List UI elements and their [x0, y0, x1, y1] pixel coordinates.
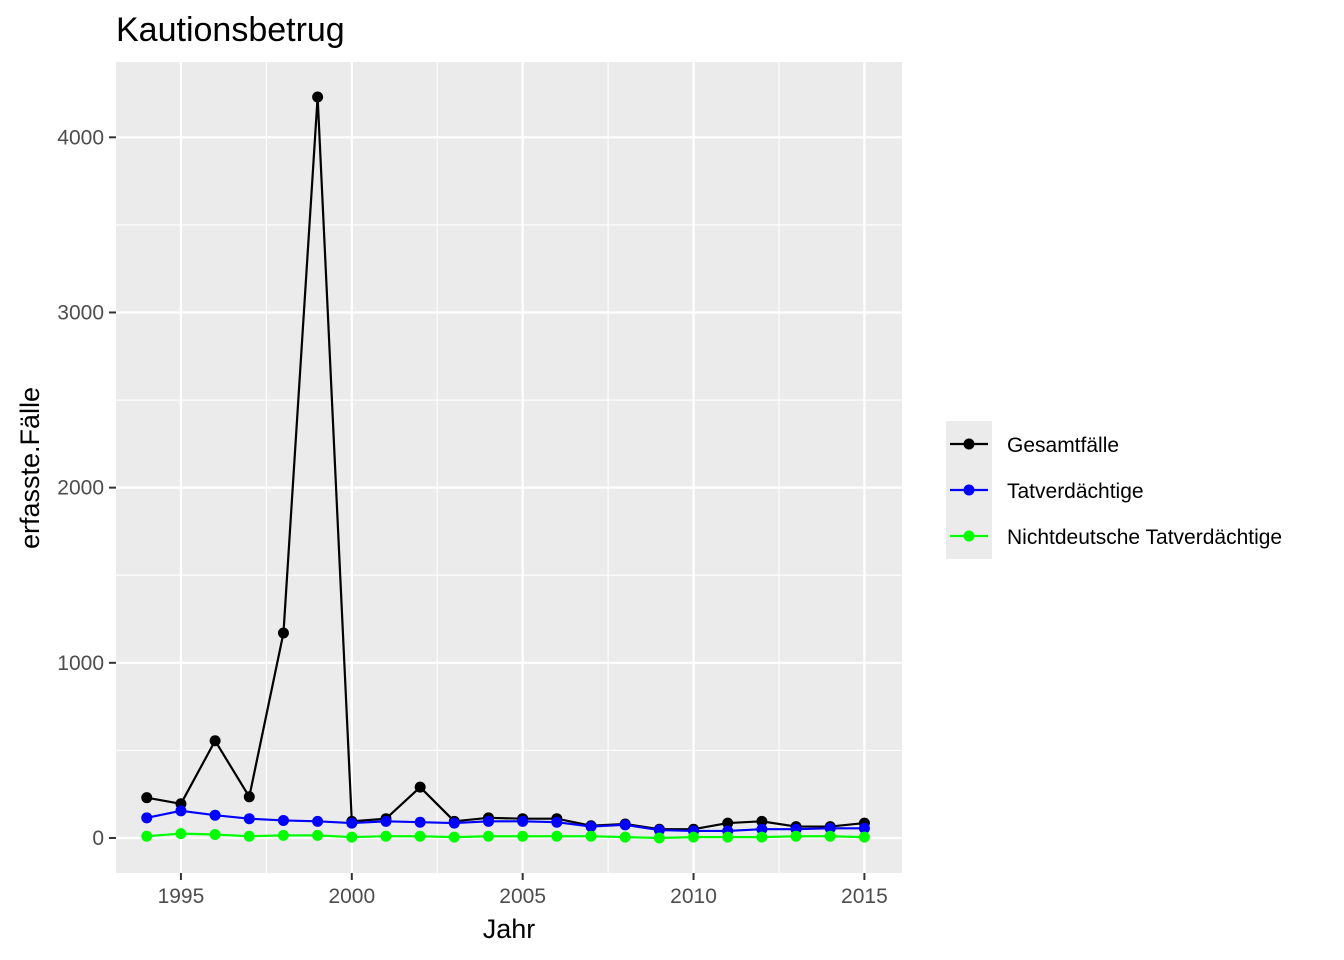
- data-point: [175, 805, 187, 817]
- data-point: [482, 815, 494, 827]
- data-point: [858, 822, 870, 834]
- data-point: [414, 816, 426, 828]
- series-3: [141, 828, 870, 844]
- data-point: [551, 816, 563, 828]
- data-point: [722, 817, 734, 829]
- data-point: [858, 831, 870, 843]
- data-point: [243, 791, 255, 803]
- data-point: [585, 821, 597, 833]
- data-point: [141, 830, 153, 842]
- legend-item: Gesamtfälle: [950, 434, 1119, 457]
- x-axis-title: Jahr: [483, 914, 536, 944]
- gridlines: [116, 62, 902, 873]
- series-line: [146, 832, 865, 840]
- y-tick-label: 0: [92, 827, 104, 850]
- legend-item: Nichtdeutsche Tatverdächtige: [950, 526, 1282, 549]
- legend-label: Nichtdeutsche Tatverdächtige: [1007, 526, 1282, 549]
- series-2: [141, 805, 870, 837]
- data-point: [619, 831, 631, 843]
- data-point: [209, 828, 221, 840]
- data-point: [653, 824, 665, 836]
- legend-label: Gesamtfälle: [1007, 434, 1119, 457]
- data-point: [414, 830, 426, 842]
- data-point: [141, 792, 153, 804]
- data-point: [243, 813, 255, 825]
- legend: Gesamtfälle Tatverdächtige Nichtdeutsche T…: [950, 434, 1282, 549]
- data-point: [688, 831, 700, 843]
- data-point: [619, 819, 631, 831]
- x-tick-label: 1995: [158, 885, 205, 908]
- data-point: [448, 817, 460, 829]
- legend-key-point: [963, 530, 975, 542]
- data-point: [551, 830, 563, 842]
- y-tick-label: 4000: [57, 126, 104, 149]
- data-point: [141, 812, 153, 824]
- data-point: [824, 822, 836, 834]
- data-point: [243, 830, 255, 842]
- data-point: [653, 832, 665, 844]
- data-point: [277, 829, 289, 841]
- x-tick-label: 2000: [328, 885, 375, 908]
- axis-ticks: 1995 2000 2005 2010 2015 0 1000 2000 3000 4000: [57, 126, 887, 908]
- legend-key-point: [963, 484, 975, 496]
- plot-panel: [116, 62, 902, 873]
- data-point: [517, 815, 529, 827]
- data-point: [209, 735, 221, 747]
- data-point: [414, 781, 426, 793]
- data-point: [448, 831, 460, 843]
- data-point: [346, 831, 358, 843]
- data-point: [209, 809, 221, 821]
- data-point: [175, 828, 187, 840]
- data-point: [722, 831, 734, 843]
- legend-key-point: [963, 438, 975, 450]
- data-point: [346, 817, 358, 829]
- data-point: [517, 830, 529, 842]
- data-point: [756, 831, 768, 843]
- y-axis-title: erfasste.Fälle: [15, 387, 45, 549]
- x-tick-label: 2015: [841, 885, 888, 908]
- legend-label: Tatverdächtige: [1007, 480, 1144, 503]
- series-layer: [141, 91, 870, 844]
- data-point: [277, 627, 289, 639]
- data-point: [824, 830, 836, 842]
- data-point: [790, 830, 802, 842]
- data-point: [277, 814, 289, 826]
- data-point: [312, 91, 324, 103]
- data-point: [756, 815, 768, 827]
- series-line: [146, 809, 865, 833]
- series-line: [146, 95, 865, 831]
- data-point: [756, 823, 768, 835]
- data-point: [380, 815, 392, 827]
- legend-item: Tatverdächtige: [950, 480, 1144, 503]
- y-tick-label: 2000: [57, 477, 104, 500]
- y-tick-label: 3000: [57, 301, 104, 324]
- y-tick-label: 1000: [57, 652, 104, 675]
- chart-title: Kautionsbetrug: [116, 11, 345, 49]
- data-point: [380, 830, 392, 842]
- data-point: [482, 830, 494, 842]
- x-tick-label: 2010: [670, 885, 717, 908]
- data-point: [585, 830, 597, 842]
- data-point: [312, 815, 324, 827]
- x-tick-label: 2005: [499, 885, 546, 908]
- data-point: [312, 829, 324, 841]
